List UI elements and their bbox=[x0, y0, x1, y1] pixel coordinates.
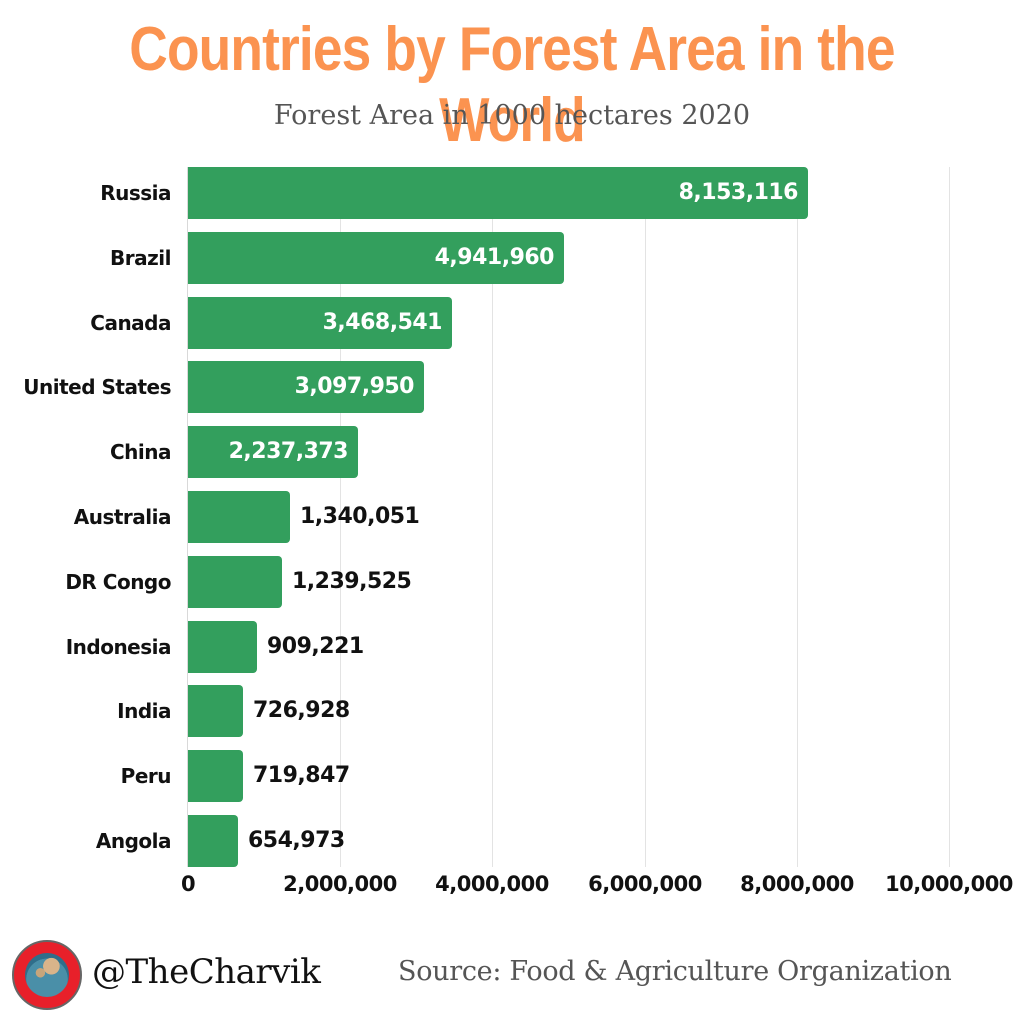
category-label: Russia bbox=[100, 181, 171, 205]
x-tick-label: 8,000,000 bbox=[740, 872, 854, 896]
x-tick-label: 10,000,000 bbox=[885, 872, 1013, 896]
chart-title: Countries by Forest Area in the World bbox=[129, 15, 895, 155]
value-label: 654,973 bbox=[248, 828, 345, 853]
value-label: 909,221 bbox=[267, 634, 364, 659]
x-tick-label: 6,000,000 bbox=[588, 872, 702, 896]
gridline bbox=[492, 167, 493, 867]
y-axis-line bbox=[187, 167, 188, 867]
gridline bbox=[949, 167, 950, 867]
value-label: 726,928 bbox=[253, 698, 350, 723]
bar bbox=[188, 426, 358, 478]
value-label: 3,468,541 bbox=[322, 310, 443, 335]
category-label: China bbox=[109, 440, 172, 464]
value-label: 2,237,373 bbox=[228, 439, 349, 464]
author-handle: @TheCharvik bbox=[92, 952, 321, 992]
bar-row: Peru 719,847 bbox=[0, 750, 1024, 802]
value-label: 4,941,960 bbox=[434, 245, 555, 270]
category-label: Peru bbox=[120, 764, 172, 788]
bar-row: Russia 8,153,116 bbox=[0, 167, 1024, 219]
bar bbox=[188, 297, 452, 349]
category-label: Indonesia bbox=[65, 635, 172, 659]
bar bbox=[188, 685, 243, 737]
bar bbox=[188, 556, 282, 608]
category-label: Angola bbox=[95, 829, 172, 853]
x-tick-label: 0 bbox=[180, 872, 196, 896]
bar bbox=[188, 167, 808, 219]
bar-row: United States 3,097,950 bbox=[0, 361, 1024, 413]
bar-row: Australia 1,340,051 bbox=[0, 491, 1024, 543]
bar bbox=[188, 491, 290, 543]
bar-row: China 2,237,373 bbox=[0, 426, 1024, 478]
value-label: 719,847 bbox=[253, 763, 350, 788]
globe-icon bbox=[25, 953, 69, 997]
x-tick-label: 4,000,000 bbox=[435, 872, 549, 896]
bar-row: Canada 3,468,541 bbox=[0, 297, 1024, 349]
globe-logo bbox=[12, 940, 82, 1010]
gridline bbox=[645, 167, 646, 867]
category-label: Brazil bbox=[110, 246, 171, 270]
bar bbox=[188, 815, 238, 867]
category-label: DR Congo bbox=[65, 570, 171, 594]
bar-row: Angola 654,973 bbox=[0, 815, 1024, 867]
category-label: Australia bbox=[73, 505, 172, 529]
category-label: United States bbox=[23, 375, 171, 399]
bar-chart: 0 2,000,000 4,000,000 6,000,000 8,000,000 10,… bbox=[0, 167, 1024, 896]
category-label: India bbox=[117, 699, 171, 723]
bar bbox=[188, 621, 257, 673]
category-label: Canada bbox=[90, 311, 171, 335]
chart-subtitle: Forest Area in 1000 hectares 2020 bbox=[273, 100, 751, 131]
bar bbox=[188, 750, 243, 802]
bar bbox=[188, 232, 564, 284]
x-tick-label: 2,000,000 bbox=[283, 872, 397, 896]
bar-row: India 726,928 bbox=[0, 685, 1024, 737]
bar bbox=[188, 361, 424, 413]
value-label: 1,340,051 bbox=[300, 504, 420, 529]
bar-row: Brazil 4,941,960 bbox=[0, 232, 1024, 284]
value-label: 8,153,116 bbox=[678, 180, 799, 205]
gridline bbox=[797, 167, 798, 867]
value-label: 1,239,525 bbox=[292, 569, 412, 594]
bar-row: Indonesia 909,221 bbox=[0, 621, 1024, 673]
source-note: Source: Food & Agriculture Organization bbox=[398, 956, 952, 987]
value-label: 3,097,950 bbox=[294, 374, 415, 399]
bar-row: DR Congo 1,239,525 bbox=[0, 556, 1024, 608]
gridline bbox=[340, 167, 341, 867]
